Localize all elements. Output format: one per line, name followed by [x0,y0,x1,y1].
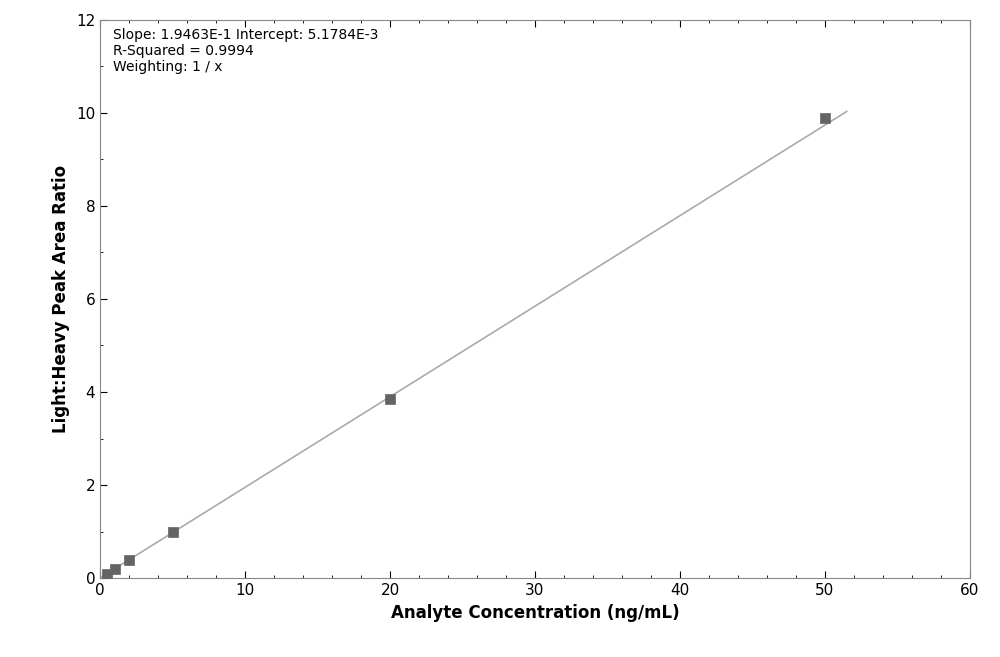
X-axis label: Analyte Concentration (ng/mL): Analyte Concentration (ng/mL) [391,604,679,622]
Y-axis label: Light:Heavy Peak Area Ratio: Light:Heavy Peak Area Ratio [52,165,70,433]
Point [121,555,137,565]
Point [817,113,833,124]
Point [107,564,122,574]
Point [164,526,181,537]
Text: Slope: 1.9463E-1 Intercept: 5.1784E-3
R-Squared = 0.9994
Weighting: 1 / x: Slope: 1.9463E-1 Intercept: 5.1784E-3 R-… [113,28,378,74]
Point [99,568,115,579]
Point [382,394,398,405]
